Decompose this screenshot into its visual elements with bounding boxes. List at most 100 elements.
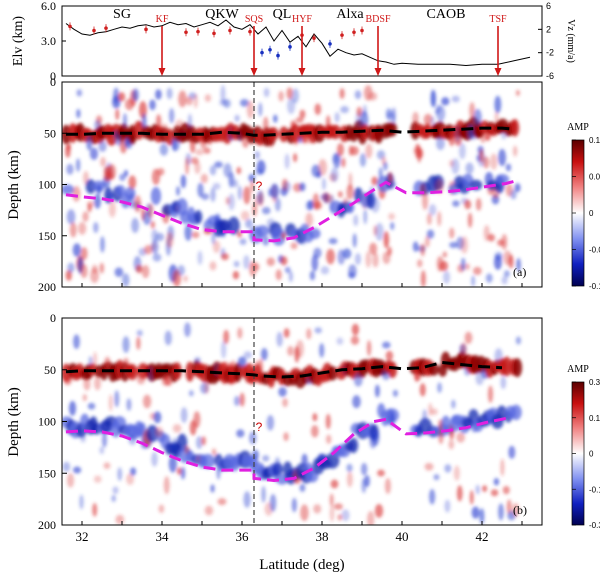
noise-amplitude-blob: [234, 114, 240, 122]
moho-amplitude-blob: [327, 366, 338, 381]
noise-amplitude-blob: [430, 408, 438, 416]
noise-amplitude-blob: [471, 506, 480, 519]
moho-amplitude-blob: [388, 122, 398, 137]
noise-amplitude-blob: [66, 209, 76, 225]
noise-amplitude-blob: [65, 144, 71, 158]
noise-amplitude-blob: [201, 193, 210, 201]
noise-amplitude-blob: [328, 238, 338, 245]
noise-amplitude-blob: [163, 476, 170, 495]
noise-amplitude-blob: [67, 262, 75, 273]
noise-amplitude-blob: [464, 331, 473, 344]
noise-amplitude-blob: [352, 233, 357, 248]
noise-amplitude-blob: [292, 153, 298, 163]
fault-arrowhead: [250, 68, 258, 76]
noise-amplitude-blob: [475, 198, 482, 211]
noise-amplitude-blob: [300, 504, 309, 522]
vz-point: [340, 33, 344, 37]
noise-amplitude-blob: [221, 253, 229, 261]
noise-amplitude-blob: [122, 113, 128, 127]
noise-amplitude-blob: [371, 176, 378, 186]
noise-amplitude-blob: [451, 399, 456, 409]
depth-tick-label: 150: [38, 466, 56, 480]
noise-amplitude-blob: [111, 494, 117, 503]
panel-a-label: (a): [513, 265, 526, 279]
noise-amplitude-blob: [197, 182, 204, 198]
noise-amplitude-blob: [92, 503, 98, 517]
noise-amplitude-blob: [246, 100, 254, 119]
noise-amplitude-blob: [188, 390, 194, 397]
noise-amplitude-blob: [93, 222, 99, 234]
noise-amplitude-blob: [243, 351, 253, 359]
noise-amplitude-blob: [490, 489, 499, 497]
noise-amplitude-blob: [346, 471, 353, 488]
noise-amplitude-blob: [126, 473, 135, 485]
noise-amplitude-blob: [130, 467, 137, 476]
noise-amplitude-blob: [239, 98, 249, 107]
noise-amplitude-blob: [128, 434, 137, 446]
depth-tick-label: 50: [44, 126, 56, 140]
noise-amplitude-blob: [426, 213, 432, 226]
vz-point: [276, 53, 280, 58]
noise-amplitude-blob: [514, 183, 521, 193]
vz-point: [352, 30, 356, 35]
noise-amplitude-blob: [501, 233, 508, 250]
noise-amplitude-blob: [453, 465, 460, 481]
noise-amplitude-blob: [365, 143, 373, 159]
noise-amplitude-blob: [348, 264, 357, 279]
noise-amplitude-blob: [223, 329, 230, 344]
noise-amplitude-blob: [319, 343, 325, 358]
noise-amplitude-blob: [500, 375, 507, 390]
noise-amplitude-blob: [314, 103, 322, 115]
lab-amplitude-blob: [150, 187, 162, 205]
noise-amplitude-blob: [412, 111, 419, 126]
noise-amplitude-blob: [311, 254, 319, 272]
noise-amplitude-blob: [368, 92, 378, 101]
vz-point: [328, 42, 332, 46]
latitude-tick-label: 32: [76, 529, 89, 544]
elevation-axis-label: Elv (km): [11, 16, 26, 66]
noise-amplitude-blob: [449, 241, 458, 249]
noise-amplitude-blob: [80, 264, 88, 279]
noise-amplitude-blob: [512, 502, 520, 518]
latitude-tick-label: 34: [156, 529, 170, 544]
noise-amplitude-blob: [299, 483, 306, 493]
noise-amplitude-blob: [371, 429, 380, 446]
noise-amplitude-blob: [471, 275, 476, 287]
noise-amplitude-blob: [336, 143, 345, 157]
noise-amplitude-blob: [209, 165, 217, 176]
noise-amplitude-blob: [155, 89, 162, 100]
noise-amplitude-blob: [159, 143, 169, 156]
noise-amplitude-blob: [104, 356, 111, 370]
noise-amplitude-blob: [98, 140, 107, 152]
noise-amplitude-blob: [232, 179, 239, 188]
noise-amplitude-blob: [157, 168, 165, 176]
noise-amplitude-blob: [93, 475, 102, 483]
noise-amplitude-blob: [266, 257, 275, 267]
noise-amplitude-blob: [318, 158, 328, 176]
colorbar-tick-label: -0.35: [589, 521, 600, 530]
noise-amplitude-blob: [184, 322, 191, 338]
noise-amplitude-blob: [239, 392, 245, 407]
noise-amplitude-blob: [136, 373, 146, 385]
noise-amplitude-blob: [374, 503, 384, 518]
noise-amplitude-blob: [236, 166, 242, 175]
noise-amplitude-blob: [166, 232, 174, 248]
noise-amplitude-blob: [444, 464, 452, 473]
noise-amplitude-blob: [118, 92, 126, 102]
noise-amplitude-blob: [460, 257, 466, 271]
noise-amplitude-blob: [217, 498, 227, 506]
noise-amplitude-blob: [382, 341, 391, 349]
noise-amplitude-blob: [232, 271, 240, 280]
noise-amplitude-blob: [211, 448, 217, 456]
noise-amplitude-blob: [122, 336, 130, 353]
vz-point: [360, 28, 364, 33]
elevation-line: [65, 19, 531, 67]
noise-amplitude-blob: [516, 257, 521, 272]
noise-amplitude-blob: [284, 153, 290, 170]
elevation-panel: 6.0 3.0 0 6 2 -2 -6 Elv (km) Vz (mm/a) SG QKW QL…: [11, 0, 576, 83]
noise-amplitude-blob: [352, 395, 361, 409]
noise-amplitude-blob: [75, 158, 81, 172]
noise-amplitude-blob: [79, 494, 84, 510]
noise-amplitude-blob: [269, 493, 277, 512]
